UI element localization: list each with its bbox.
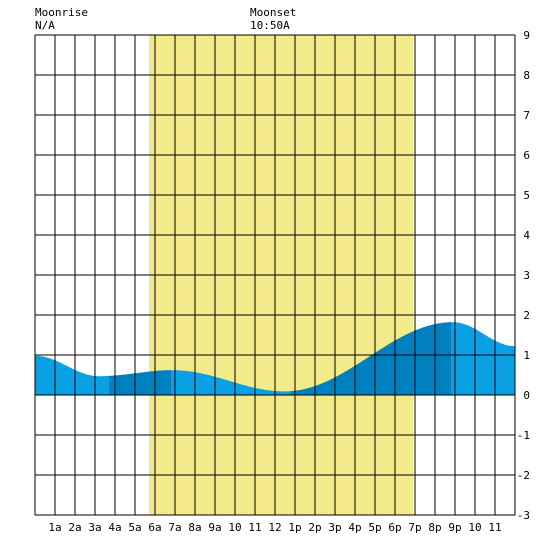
- y-tick-label: 6: [523, 149, 530, 162]
- y-tick-labels: -3 -2 -1 0 1 2 3 4 5 6 7 8 9: [517, 29, 531, 522]
- y-tick-label: 5: [523, 189, 530, 202]
- moonset-value: 10:50A: [250, 19, 290, 32]
- x-tick-label: 11: [488, 521, 501, 534]
- x-tick-label: 11: [248, 521, 261, 534]
- moonset-label: Moonset: [250, 6, 297, 19]
- x-tick-label: 7p: [408, 521, 421, 534]
- x-tick-labels: 1a 2a 3a 4a 5a 6a 7a 8a 9a 10 11 12 1p 2p 3p 4p 5p 6p 7p 8p…: [48, 521, 501, 534]
- grid-layer: [34, 34, 516, 516]
- y-tick-label: 4: [523, 229, 530, 242]
- y-tick-label: 0: [523, 389, 530, 402]
- y-tick-label: -2: [517, 469, 530, 482]
- y-tick-label: 9: [523, 29, 530, 42]
- x-tick-label: 12: [268, 521, 281, 534]
- y-tick-label: 8: [523, 69, 530, 82]
- x-tick-label: 9a: [208, 521, 221, 534]
- x-tick-label: 1a: [48, 521, 61, 534]
- x-tick-label: 6p: [388, 521, 401, 534]
- tide-area-dark-1: [109, 370, 171, 395]
- x-tick-label: 5a: [128, 521, 141, 534]
- x-tick-label: 10: [468, 521, 481, 534]
- x-tick-label: 6a: [148, 521, 161, 534]
- moonrise-label: Moonrise: [35, 6, 88, 19]
- x-tick-label: 7a: [168, 521, 181, 534]
- x-tick-label: 9p: [448, 521, 461, 534]
- x-tick-label: 2a: [68, 521, 81, 534]
- x-tick-label: 8a: [188, 521, 201, 534]
- moonrise-value: N/A: [35, 19, 55, 32]
- y-tick-label: 3: [523, 269, 530, 282]
- y-tick-label: -3: [517, 509, 530, 522]
- x-tick-label: 3p: [328, 521, 341, 534]
- tide-area-dark-2: [291, 322, 451, 395]
- x-tick-label: 8p: [428, 521, 441, 534]
- x-tick-label: 2p: [308, 521, 321, 534]
- y-tick-label: -1: [517, 429, 530, 442]
- x-tick-label: 5p: [368, 521, 381, 534]
- x-tick-label: 1p: [288, 521, 301, 534]
- y-tick-label: 7: [523, 109, 530, 122]
- y-tick-label: 2: [523, 309, 530, 322]
- y-tick-label: 1: [523, 349, 530, 362]
- x-tick-label: 4a: [108, 521, 121, 534]
- x-tick-label: 4p: [348, 521, 361, 534]
- x-tick-label: 10: [228, 521, 241, 534]
- x-tick-label: 3a: [88, 521, 101, 534]
